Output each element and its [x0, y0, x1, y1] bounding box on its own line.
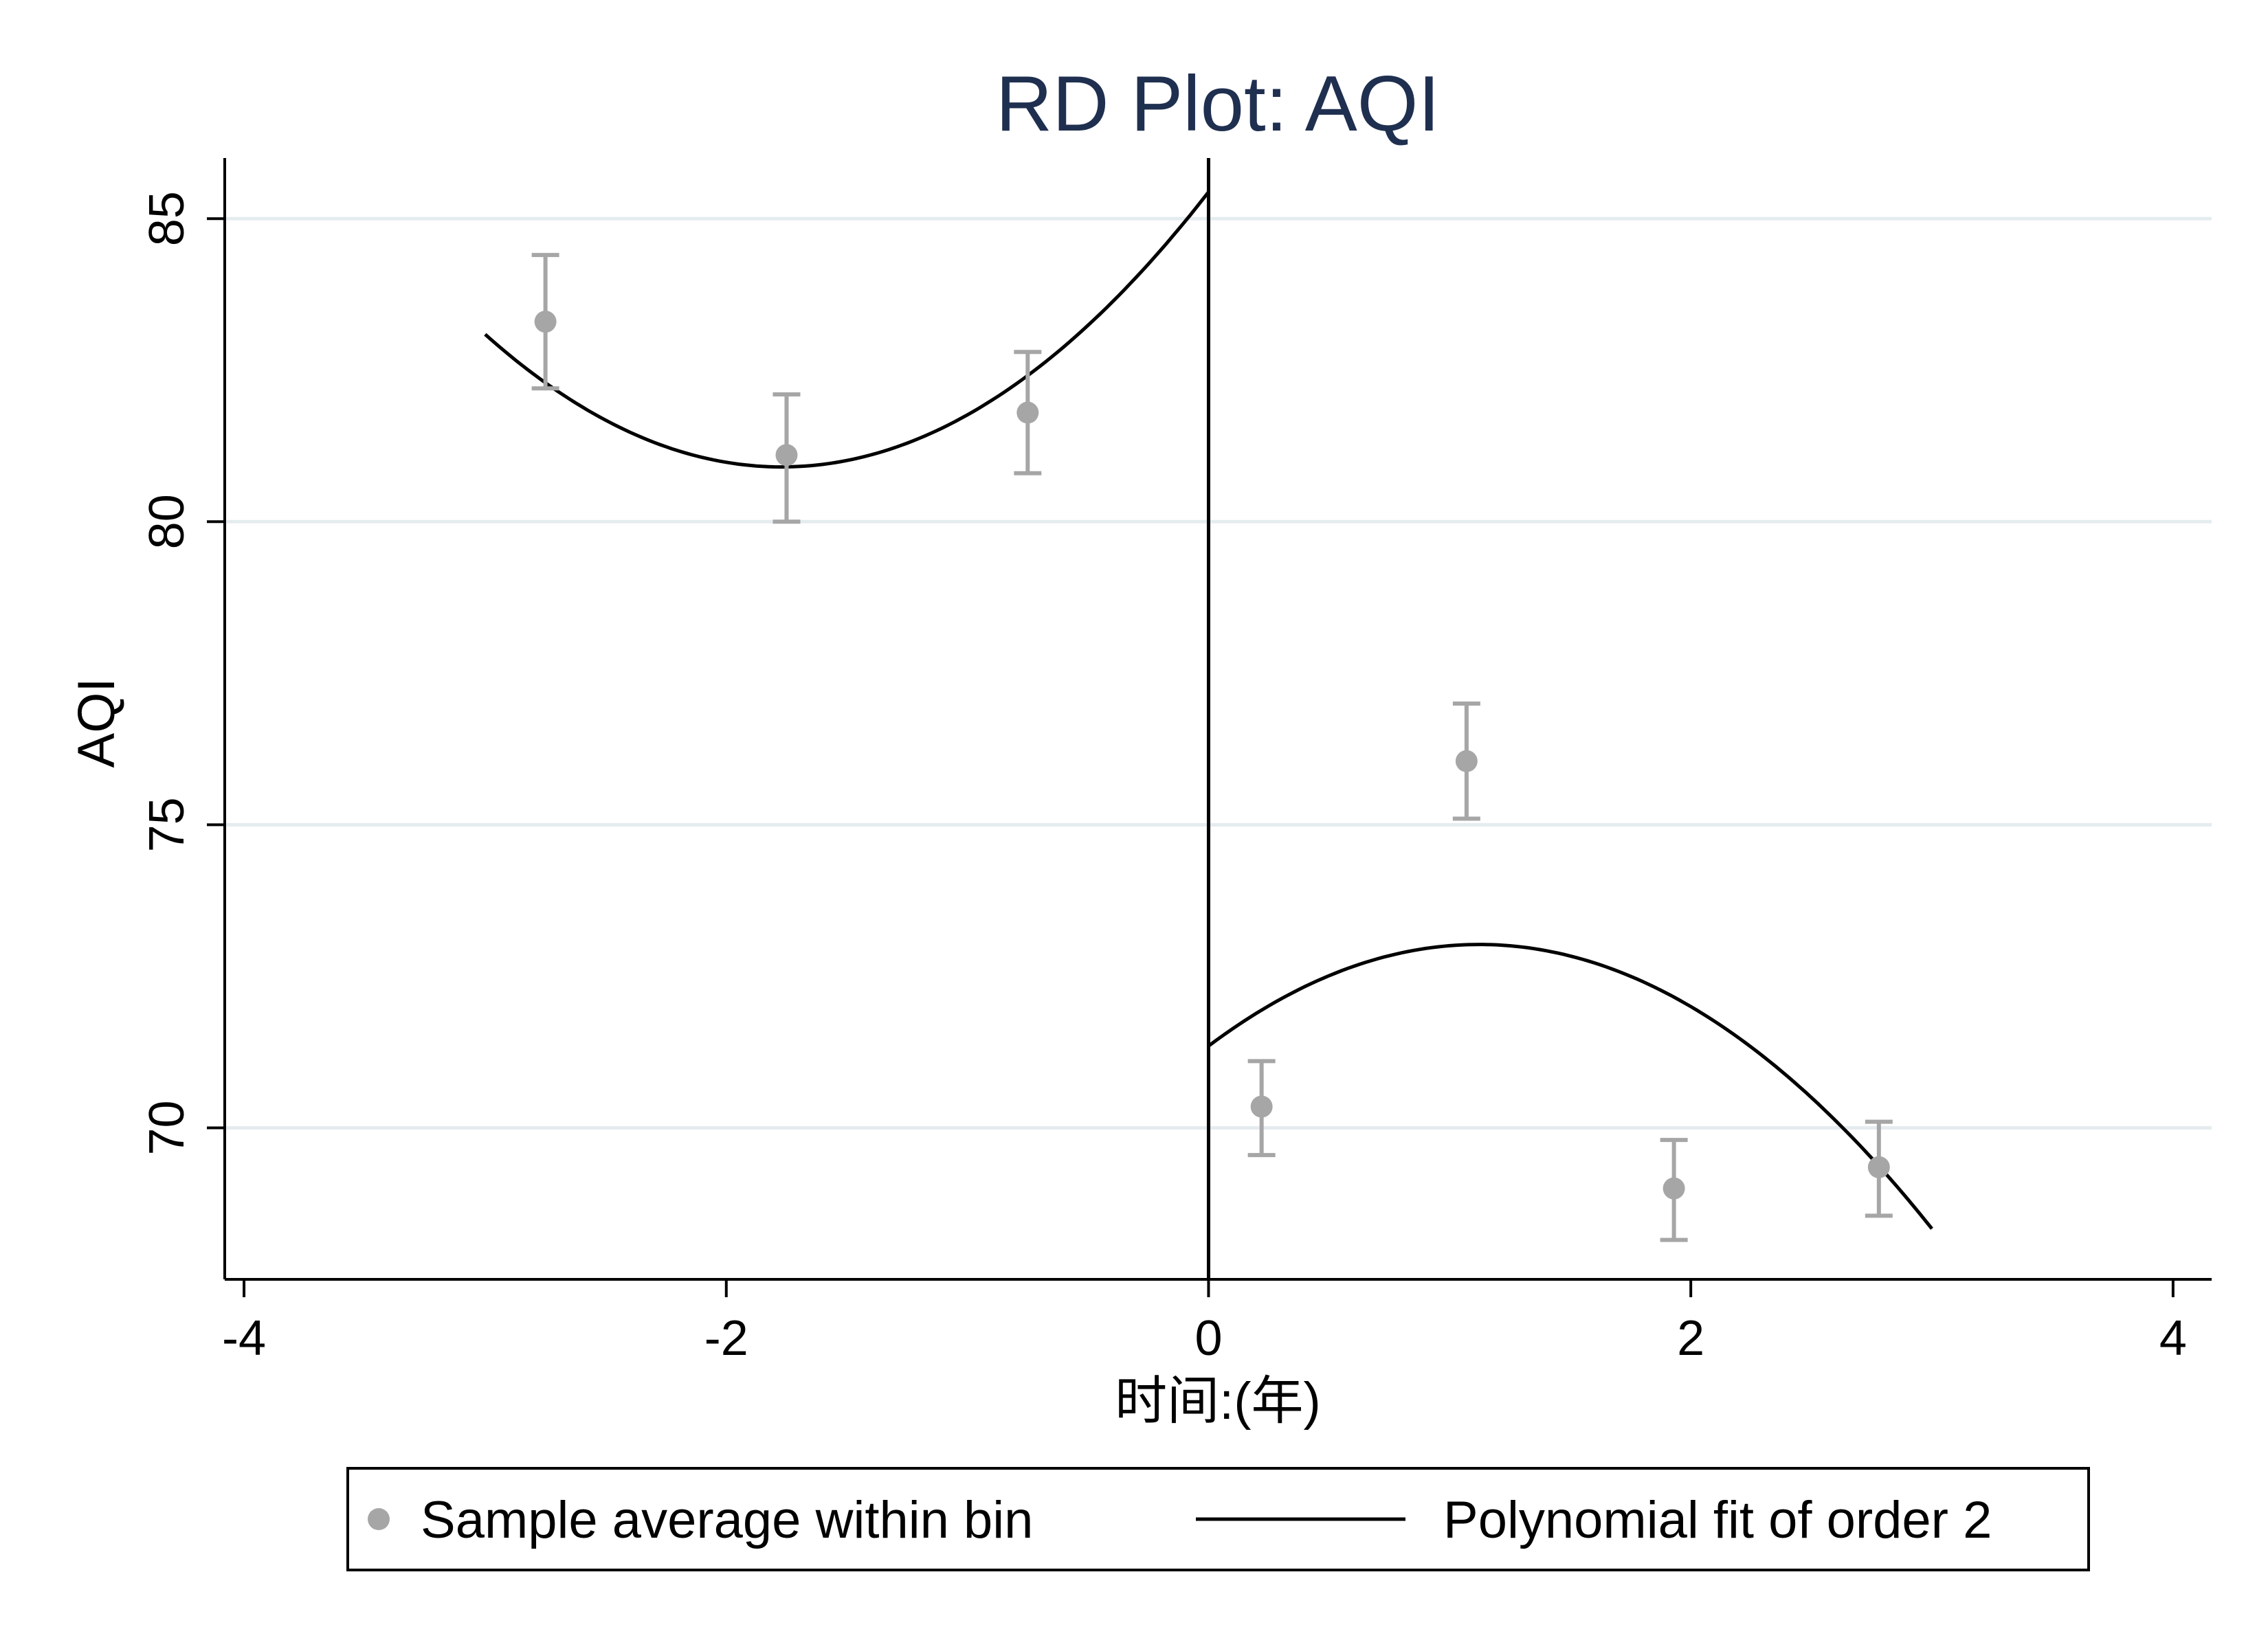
x-tick-label: -4	[222, 1311, 266, 1366]
bin-point-group	[531, 253, 559, 391]
bin-average-point	[1016, 401, 1039, 424]
bin-point-group	[1452, 701, 1480, 821]
legend-marker-points	[368, 1508, 390, 1530]
x-tick-label: 4	[2159, 1311, 2187, 1366]
bin-average-point	[1663, 1177, 1685, 1200]
chart-title: RD Plot: AQI	[996, 60, 1440, 148]
bin-average-point	[1250, 1095, 1273, 1118]
bin-average-point	[775, 444, 798, 467]
bin-point-group	[1660, 1138, 1688, 1242]
bin-point-group	[1014, 350, 1042, 475]
bin-average-point	[1867, 1156, 1890, 1178]
y-axis-ticks: 70 75 80 85	[140, 191, 225, 1156]
bin-average-point	[1455, 750, 1478, 772]
x-axis-ticks: -4 -2 0 2 4	[222, 1279, 2187, 1366]
axes	[223, 158, 2212, 1281]
x-axis-label: 时间:(年)	[1115, 1372, 1321, 1431]
bin-point-group	[1247, 1059, 1276, 1158]
legend: Sample average within bin Polynomial fit…	[346, 1467, 2090, 1571]
bin-point-group	[1865, 1119, 1893, 1218]
polynomial-fit-lines	[484, 190, 1933, 1230]
y-tick-label: 85	[140, 191, 194, 246]
x-tick-label: -2	[704, 1311, 748, 1366]
y-tick-label: 70	[140, 1100, 194, 1155]
legend-label-points: Sample average within bin	[421, 1491, 1033, 1549]
bin-point-group	[772, 392, 801, 524]
fit-curve-segment	[1208, 943, 1933, 1230]
y-tick-label: 80	[140, 494, 194, 549]
bin-average-point	[534, 311, 557, 333]
legend-label-line: Polynomial fit of order 2	[1443, 1491, 1992, 1549]
y-tick-label: 75	[140, 797, 194, 852]
x-tick-label: 0	[1194, 1311, 1222, 1366]
y-axis-label: AQI	[67, 678, 126, 768]
x-tick-label: 2	[1677, 1311, 1704, 1366]
fit-curve-segment	[484, 190, 1210, 469]
bin-average-points	[531, 253, 1893, 1242]
